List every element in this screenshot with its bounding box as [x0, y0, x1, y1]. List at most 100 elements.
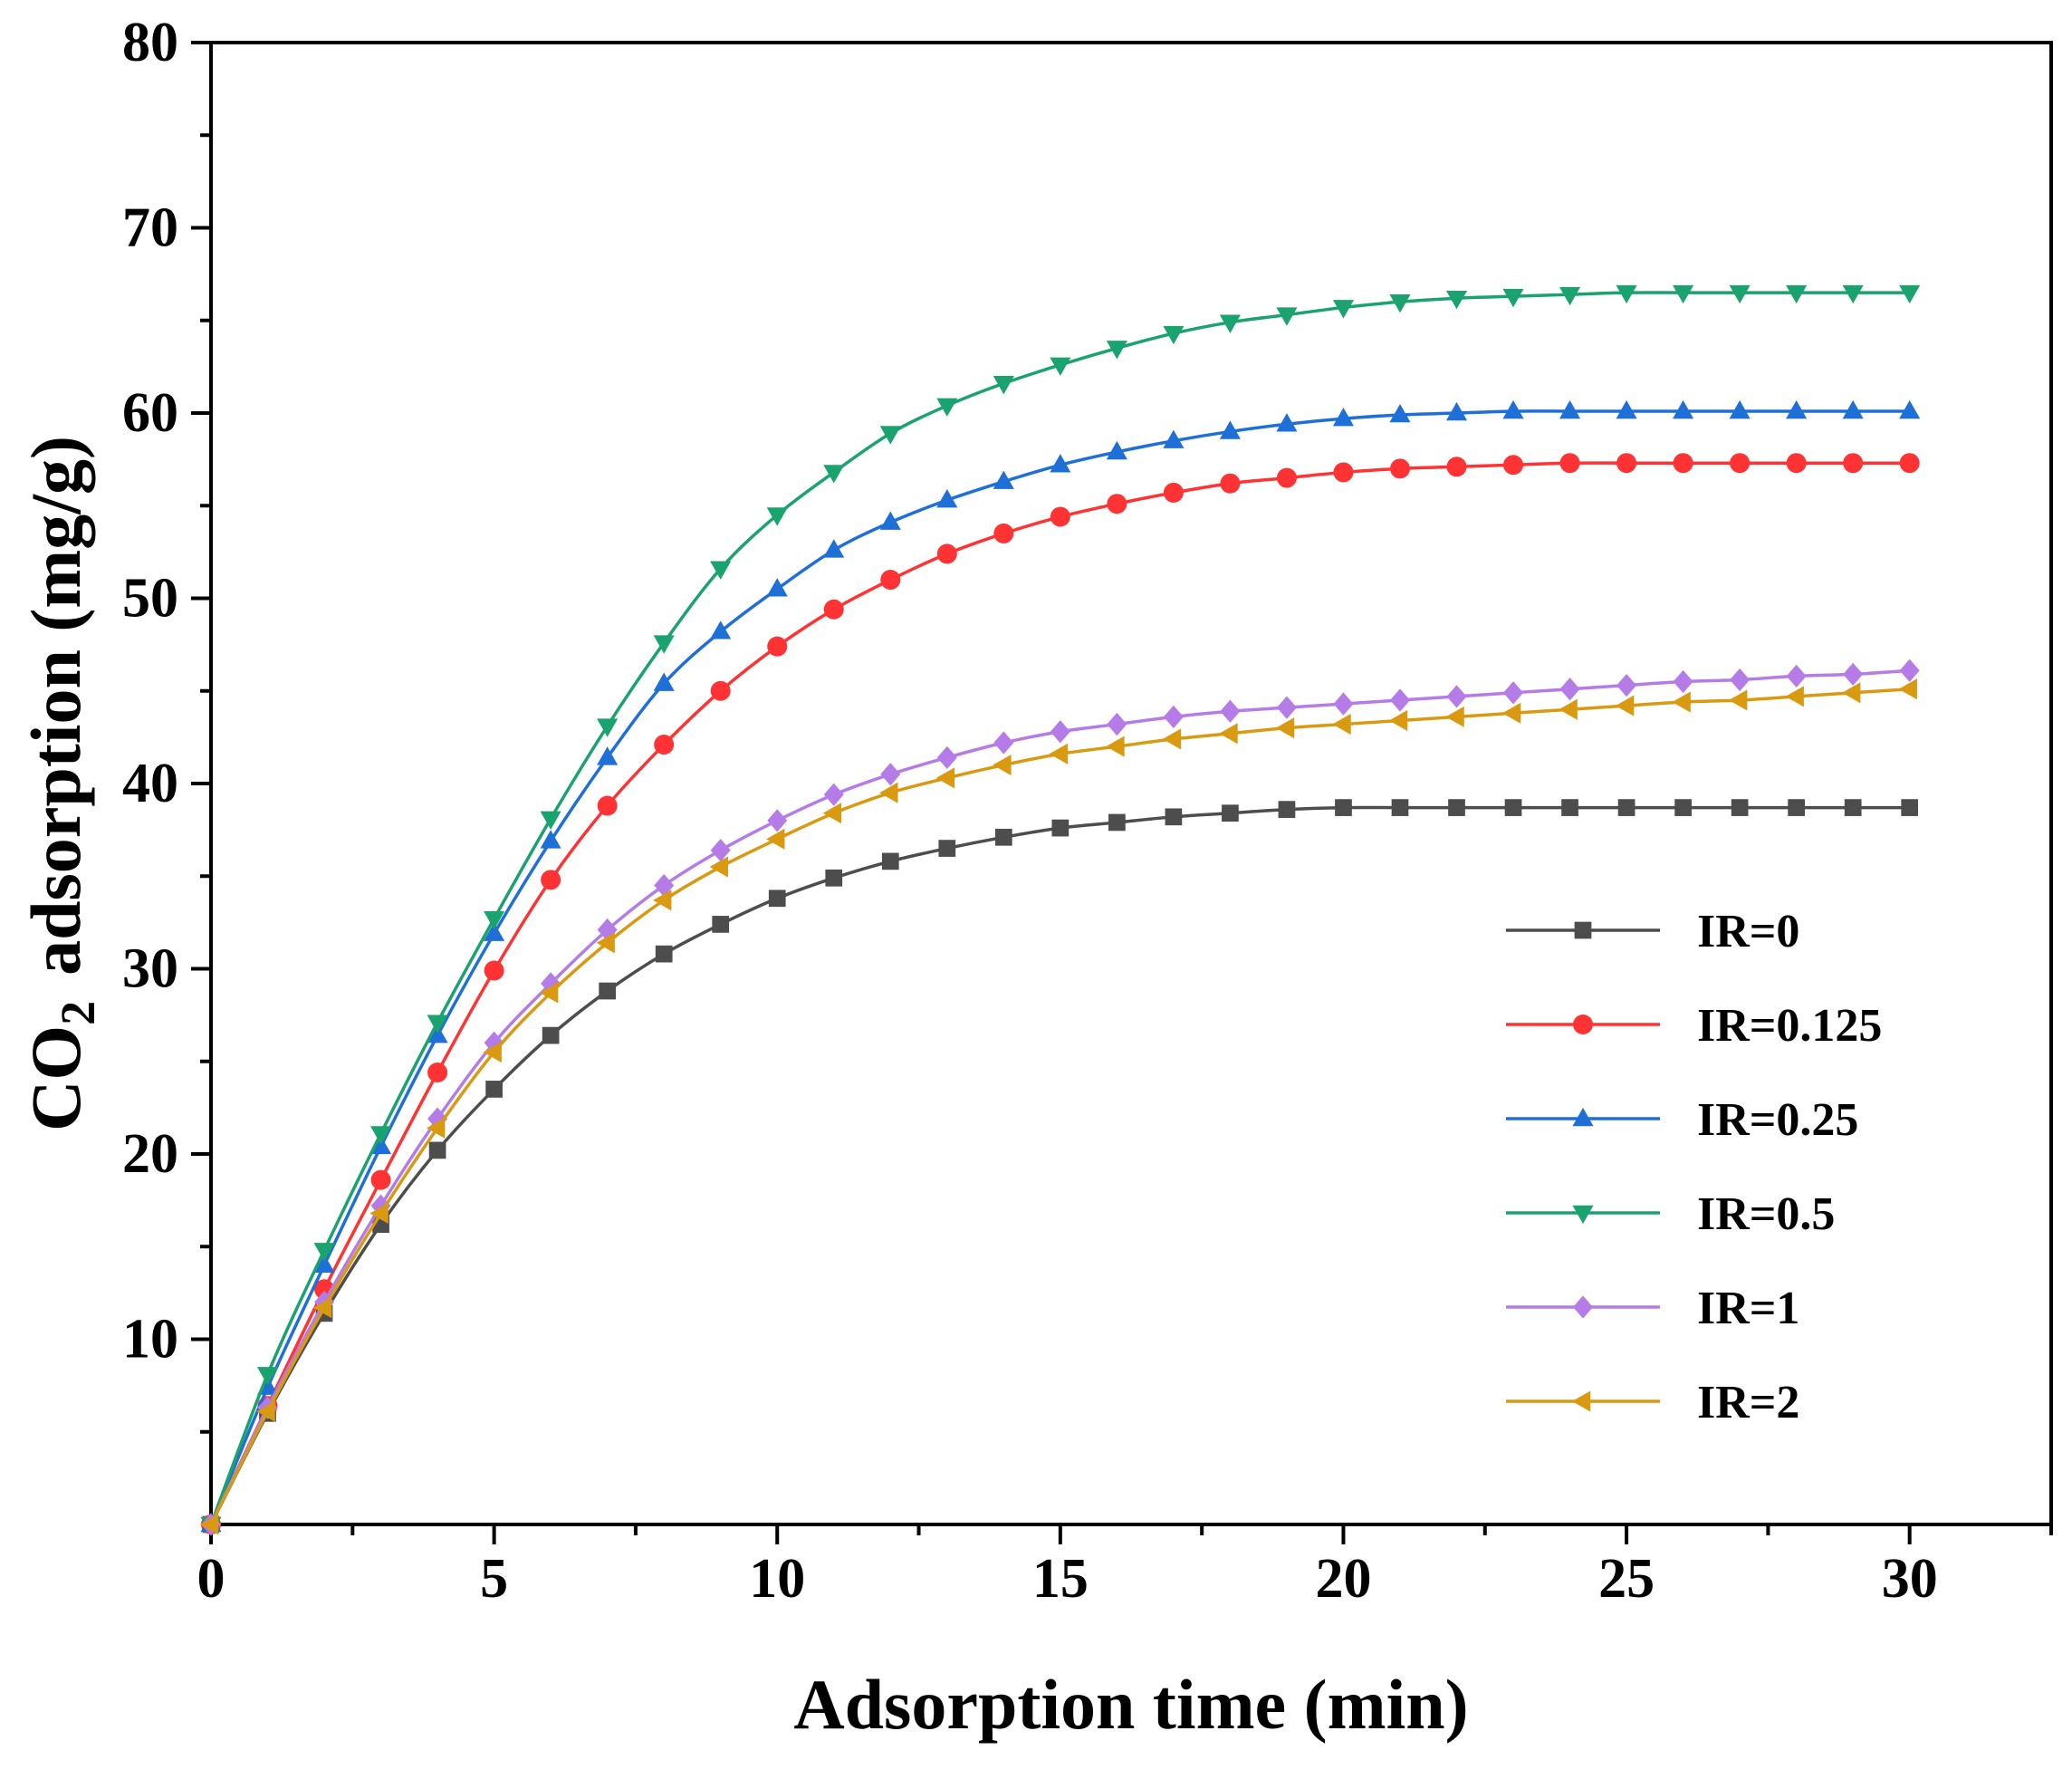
data-point — [879, 782, 898, 803]
series-IR=0.25 — [200, 399, 1921, 1533]
y-tick-label: 30 — [122, 938, 178, 1000]
data-point — [881, 852, 899, 870]
y-axis-title-prefix: CO — [16, 1025, 95, 1131]
data-point — [766, 578, 788, 597]
data-point — [1731, 799, 1749, 816]
data-point — [1165, 808, 1183, 826]
data-point — [597, 795, 618, 816]
data-point — [1222, 804, 1239, 822]
data-point — [428, 1141, 446, 1159]
data-point — [1106, 736, 1125, 757]
data-point — [1559, 399, 1581, 419]
y-tick-label: 60 — [122, 382, 178, 444]
data-point — [1448, 799, 1465, 816]
x-tick-label: 10 — [749, 1548, 805, 1610]
data-point — [1615, 695, 1635, 716]
data-point — [1729, 399, 1751, 419]
legend-marker — [1572, 1205, 1594, 1225]
data-point — [1788, 799, 1805, 816]
data-point — [936, 489, 958, 508]
data-point — [1843, 662, 1864, 686]
series-line — [209, 291, 1910, 1525]
data-point — [1673, 284, 1694, 304]
data-point — [766, 828, 785, 850]
series-line — [209, 668, 1910, 1525]
data-point — [709, 856, 728, 878]
legend-marker — [1571, 1390, 1591, 1412]
series-line — [209, 409, 1910, 1525]
data-point — [1388, 709, 1408, 732]
data-point — [1729, 689, 1748, 711]
legend-label: IR=2 — [1697, 1377, 1799, 1428]
data-point — [879, 426, 901, 445]
data-point — [1050, 720, 1070, 744]
data-point — [1503, 455, 1524, 476]
data-point — [1502, 288, 1524, 308]
series-line — [209, 805, 1910, 1525]
data-point — [1842, 399, 1864, 419]
data-point — [879, 511, 901, 530]
data-point — [1786, 453, 1807, 474]
data-point — [1332, 714, 1351, 736]
data-point — [936, 543, 957, 564]
data-point — [1445, 401, 1468, 421]
legend-label: IR=0.5 — [1697, 1188, 1835, 1240]
data-point — [938, 840, 956, 857]
data-point — [1673, 399, 1694, 419]
data-point — [767, 636, 788, 657]
data-point — [1730, 453, 1751, 474]
legend-label: IR=0 — [1697, 906, 1799, 957]
data-point — [1559, 453, 1580, 474]
series-line — [209, 687, 1910, 1525]
data-point — [936, 745, 957, 770]
data-point — [485, 1081, 503, 1098]
data-point — [822, 803, 842, 824]
y-tick-label: 10 — [122, 1309, 178, 1370]
data-point — [1163, 482, 1184, 503]
data-point — [599, 982, 617, 1000]
data-point — [1219, 314, 1241, 333]
data-point — [540, 811, 561, 830]
data-point — [1673, 669, 1693, 694]
data-point — [767, 809, 788, 832]
data-point — [993, 376, 1014, 395]
data-point — [1673, 453, 1693, 474]
series-IR=1 — [201, 659, 1920, 1536]
data-point — [1559, 286, 1581, 306]
data-point — [313, 1254, 335, 1273]
legend-label: IR=0.125 — [1697, 1000, 1882, 1052]
data-point — [654, 735, 675, 755]
tick-labels: 0 5 10 15 20 25 30 10 20 30 40 50 60 70 80 — [122, 12, 1938, 1610]
data-point — [766, 507, 788, 526]
data-point — [1219, 723, 1238, 745]
legend-item: IR=1 — [1506, 1283, 1799, 1334]
data-point — [1445, 290, 1468, 310]
data-point — [1276, 467, 1297, 488]
data-point — [653, 672, 675, 691]
data-point — [1901, 799, 1919, 816]
data-point — [1843, 453, 1864, 474]
y-tick-label: 80 — [122, 12, 178, 73]
data-point — [1559, 678, 1580, 701]
data-point — [256, 1400, 275, 1422]
data-point — [880, 570, 901, 591]
data-point — [1163, 429, 1185, 448]
data-point — [1446, 457, 1467, 477]
data-point — [369, 1202, 388, 1224]
x-tick-label: 25 — [1598, 1548, 1655, 1610]
data-point — [1786, 664, 1807, 688]
y-tick-label: 20 — [122, 1123, 178, 1185]
data-point — [312, 1297, 332, 1319]
data-point — [1332, 408, 1355, 427]
data-point — [370, 1135, 392, 1155]
data-point — [1616, 453, 1637, 474]
data-point — [596, 932, 615, 954]
data-point — [1162, 728, 1182, 750]
data-point — [1333, 692, 1354, 716]
data-point — [1445, 706, 1464, 727]
data-point — [710, 620, 732, 639]
data-point — [1050, 506, 1070, 527]
data-point — [1107, 712, 1127, 736]
data-point — [823, 465, 845, 484]
data-point — [823, 783, 844, 806]
